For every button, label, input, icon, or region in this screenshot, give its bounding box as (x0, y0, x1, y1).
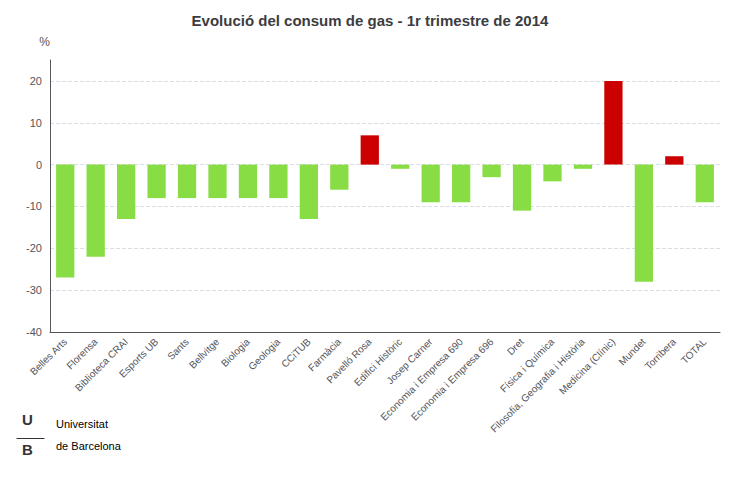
svg-text:Belles Arts: Belles Arts (28, 336, 69, 377)
svg-text:Sants: Sants (165, 336, 191, 362)
svg-text:Universitat: Universitat (56, 418, 108, 430)
svg-text:Florensa: Florensa (64, 336, 100, 372)
svg-text:Economia i Empresa 696: Economia i Empresa 696 (409, 336, 496, 423)
svg-text:Dret: Dret (505, 336, 526, 357)
svg-text:B: B (22, 441, 33, 458)
svg-text:Biblioteca CRAI: Biblioteca CRAI (73, 336, 130, 393)
svg-text:Josep Carner: Josep Carner (384, 336, 435, 387)
svg-text:Evolució del consum de gas - 1: Evolució del consum de gas - 1r trimestr… (192, 12, 549, 29)
svg-text:Física i Química: Física i Química (498, 336, 557, 395)
svg-text:%: % (39, 35, 50, 49)
svg-text:Pavelló Rosa: Pavelló Rosa (324, 336, 374, 386)
svg-text:Filosofia, Geografia i Històri: Filosofia, Geografia i Història (488, 336, 587, 435)
svg-text:-10: -10 (26, 200, 42, 212)
svg-text:Mundet: Mundet (616, 336, 648, 368)
svg-text:10: 10 (30, 117, 42, 129)
svg-text:Esports UB: Esports UB (117, 336, 161, 380)
svg-text:-30: -30 (26, 284, 42, 296)
svg-text:-40: -40 (26, 326, 42, 338)
svg-text:0: 0 (36, 159, 42, 171)
svg-text:Medicina (Clínic): Medicina (Clínic) (557, 336, 617, 396)
svg-text:U: U (22, 411, 33, 428)
svg-text:Bellvitge: Bellvitge (187, 336, 222, 371)
svg-text:Biologia: Biologia (218, 336, 252, 369)
svg-text:20: 20 (30, 75, 42, 87)
svg-text:de Barcelona: de Barcelona (56, 440, 122, 452)
svg-text:Farmàcia: Farmàcia (306, 336, 344, 374)
svg-text:Geologia: Geologia (246, 336, 282, 372)
svg-text:Economia i Empresa 690: Economia i Empresa 690 (378, 336, 465, 423)
svg-text:Edifici Històric: Edifici Històric (352, 336, 405, 389)
svg-text:CCiTUB: CCiTUB (279, 336, 313, 370)
svg-text:-20: -20 (26, 242, 42, 254)
svg-text:TOTAL: TOTAL (679, 336, 709, 366)
svg-text:Torribera: Torribera (643, 336, 679, 372)
